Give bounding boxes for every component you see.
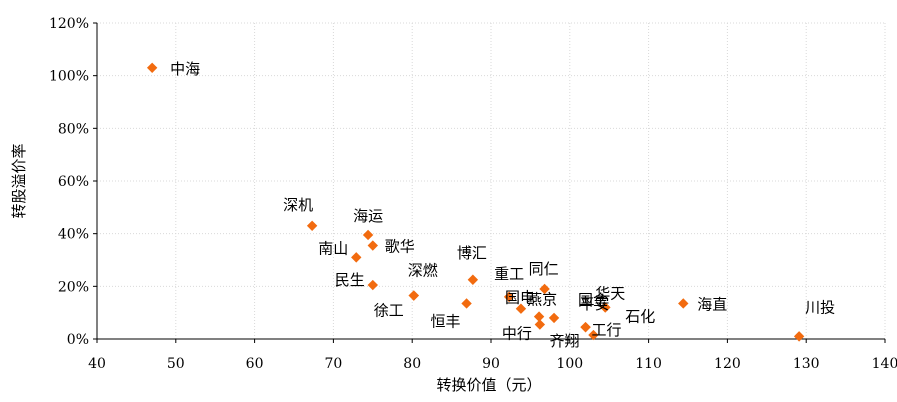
x-tick-label: 40 [88, 356, 106, 372]
data-point [146, 62, 158, 73]
data-label: 川投 [805, 298, 835, 316]
data-point [539, 283, 550, 295]
y-tick-label: 0% [67, 332, 89, 348]
data-label: 齐翔 [550, 332, 580, 350]
data-label: 华天 [595, 284, 625, 302]
x-tick-label: 120 [714, 356, 741, 372]
data-point [580, 321, 591, 333]
grid [97, 22, 886, 339]
data-point [362, 229, 374, 241]
data-label: 徐工 [374, 302, 404, 320]
data-point [678, 298, 689, 309]
data-label: 南山 [318, 239, 348, 257]
y-tick-label: 100% [49, 69, 89, 85]
data-point [533, 311, 545, 322]
x-tick-label: 70 [324, 356, 342, 372]
data-label: 重工 [494, 265, 524, 283]
x-tick-label: 100 [556, 356, 583, 372]
ticks: 40 50 60 70 80 90 100 110 120 130 140 0% 20% 40% 60% 80… [49, 16, 897, 372]
data-label: 中海 [170, 60, 200, 78]
data-point [351, 252, 362, 263]
data-point [503, 291, 515, 303]
data-label: 燕京 [527, 291, 557, 309]
data-label: 国电 [505, 289, 535, 307]
y-tick-label: 40% [58, 227, 89, 243]
data-label: 博汇 [457, 244, 487, 262]
x-tick-label: 130 [793, 356, 820, 372]
x-tick-label: 60 [246, 356, 264, 372]
x-tick-label: 140 [872, 356, 897, 372]
data-label: 国金 [578, 291, 608, 309]
data-point [461, 298, 472, 309]
y-tick-label: 120% [49, 16, 89, 32]
y-tick-label: 20% [58, 279, 89, 295]
y-tick-label: 60% [58, 174, 89, 190]
data-label: 民生 [335, 271, 365, 289]
data-point [588, 329, 599, 341]
data-point [367, 240, 378, 251]
data-point [515, 303, 527, 314]
data-label: 工行 [591, 321, 621, 339]
y-axis-title: 转股溢价率 [10, 143, 28, 218]
data-label: 歌华 [385, 238, 415, 256]
data-label: 中行 [502, 325, 532, 343]
x-tick-label: 50 [167, 356, 185, 372]
data-label: 同仁 [529, 260, 559, 278]
data-label: 深燃 [408, 262, 438, 280]
data-point [306, 220, 318, 231]
data-label: 恒丰 [431, 312, 461, 330]
data-point [467, 274, 479, 285]
x-axis-title: 转换价值（元） [436, 376, 541, 394]
data-point [408, 290, 419, 301]
x-tick-label: 80 [403, 356, 421, 372]
data-point [548, 312, 560, 324]
data-label: 海直 [697, 295, 727, 313]
x-tick-label: 110 [635, 356, 662, 372]
data-point [534, 319, 546, 330]
y-tick-label: 80% [58, 121, 89, 137]
data-label: 海运 [353, 207, 383, 225]
data-label: 平安 [580, 295, 610, 313]
data-point [367, 279, 378, 291]
data-point [600, 302, 611, 313]
data-label: 石化 [625, 307, 655, 325]
data-label: 深机 [283, 196, 313, 214]
data-point [793, 331, 805, 342]
x-tick-label: 90 [482, 356, 500, 372]
data-points [146, 62, 805, 342]
